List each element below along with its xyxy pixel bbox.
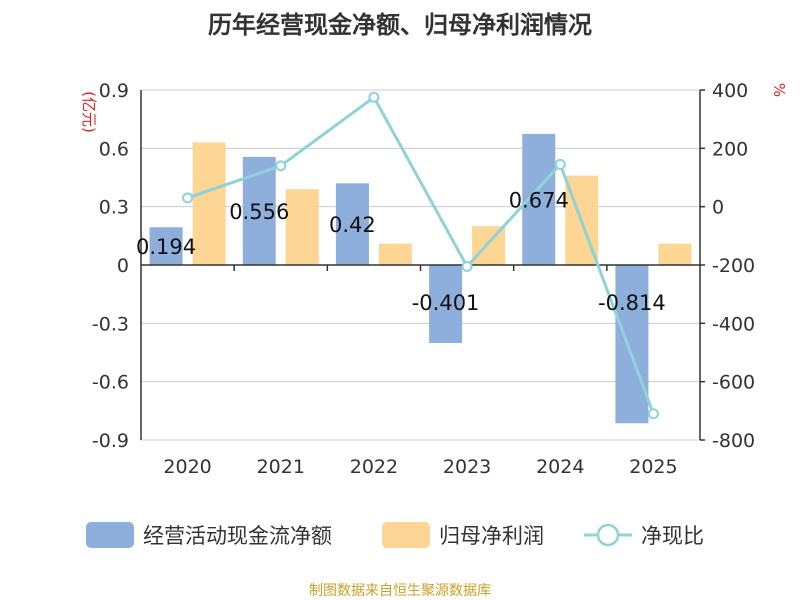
right-tick-labels: 400 200 0 -200 -400 -600 -800 [700,80,755,452]
data-label: 0.674 [509,188,569,212]
legend-label-ratio: 净现比 [641,524,704,548]
bar-operating-cash [242,156,276,265]
x-tick-label: 2024 [536,456,584,478]
x-tick-label: 2022 [350,456,398,478]
ratio-line [182,91,659,420]
right-axis-unit: % [770,83,788,97]
x-tick-labels: 2020 2021 2022 2023 2024 2025 [163,456,677,478]
legend-swatch-operating-cash [86,522,134,548]
ratio-point [182,192,194,204]
data-label: -0.814 [598,291,666,315]
ratio-point [275,160,287,172]
left-tick-label: -0.3 [92,313,129,335]
left-tick-label: 0.3 [99,197,129,219]
source-note: 制图数据来自恒生聚源数据库 [309,583,491,599]
legend-label-operating-cash: 经营活动现金流净额 [143,524,332,548]
bars [149,133,692,424]
right-tick-label: 0 [712,197,724,219]
legend-label-net-profit: 归母净利润 [439,524,544,548]
left-tick-label: 0.6 [99,138,129,160]
bar-operating-cash [335,183,369,265]
left-axis-unit: (亿元) [80,91,98,133]
x-tick-label: 2023 [443,456,491,478]
bar-operating-cash [429,265,463,343]
right-tick-label: -200 [712,255,755,277]
ratio-point [647,408,659,420]
ratio-line-path [187,95,655,415]
left-tick-label: 0.9 [99,80,129,102]
x-tick-label: 2020 [163,456,211,478]
x-tick-label: 2021 [257,456,305,478]
bar-operating-cash [149,227,183,265]
ratio-point [368,91,380,103]
data-label: 0.42 [329,213,376,237]
bar-operating-cash [615,265,649,424]
right-tick-label: 400 [712,80,748,102]
legend-swatch-marker [596,523,620,547]
legend: 经营活动现金流净额 归母净利润 净现比 [86,522,704,548]
right-tick-label: -400 [712,313,755,335]
data-label: 0.194 [136,235,196,259]
x-tick-label: 2025 [629,456,677,478]
chart-title: 历年经营现金净额、归母净利润情况 [208,11,592,39]
ratio-point [554,158,566,170]
right-tick-label: -600 [712,372,755,394]
ratio-point [461,260,473,272]
right-tick-label: 200 [712,138,748,160]
data-labels: 0.194 0.556 0.42 -0.401 0.674 -0.814 [136,188,666,315]
bar-net-profit [658,243,692,265]
left-tick-label: 0 [117,255,129,277]
left-tick-label: -0.6 [92,372,129,394]
right-tick-label: -800 [712,430,755,452]
left-tick-labels: 0.9 0.6 0.3 0 -0.3 -0.6 -0.9 [92,80,129,452]
left-tick-label: -0.9 [92,430,129,452]
bar-net-profit [378,243,412,265]
bar-net-profit [285,189,319,265]
legend-swatch-net-profit [382,522,430,548]
bar-net-profit [192,142,226,265]
x-tick-marks [233,265,608,271]
data-label: -0.401 [412,291,480,315]
data-label: 0.556 [229,200,289,224]
